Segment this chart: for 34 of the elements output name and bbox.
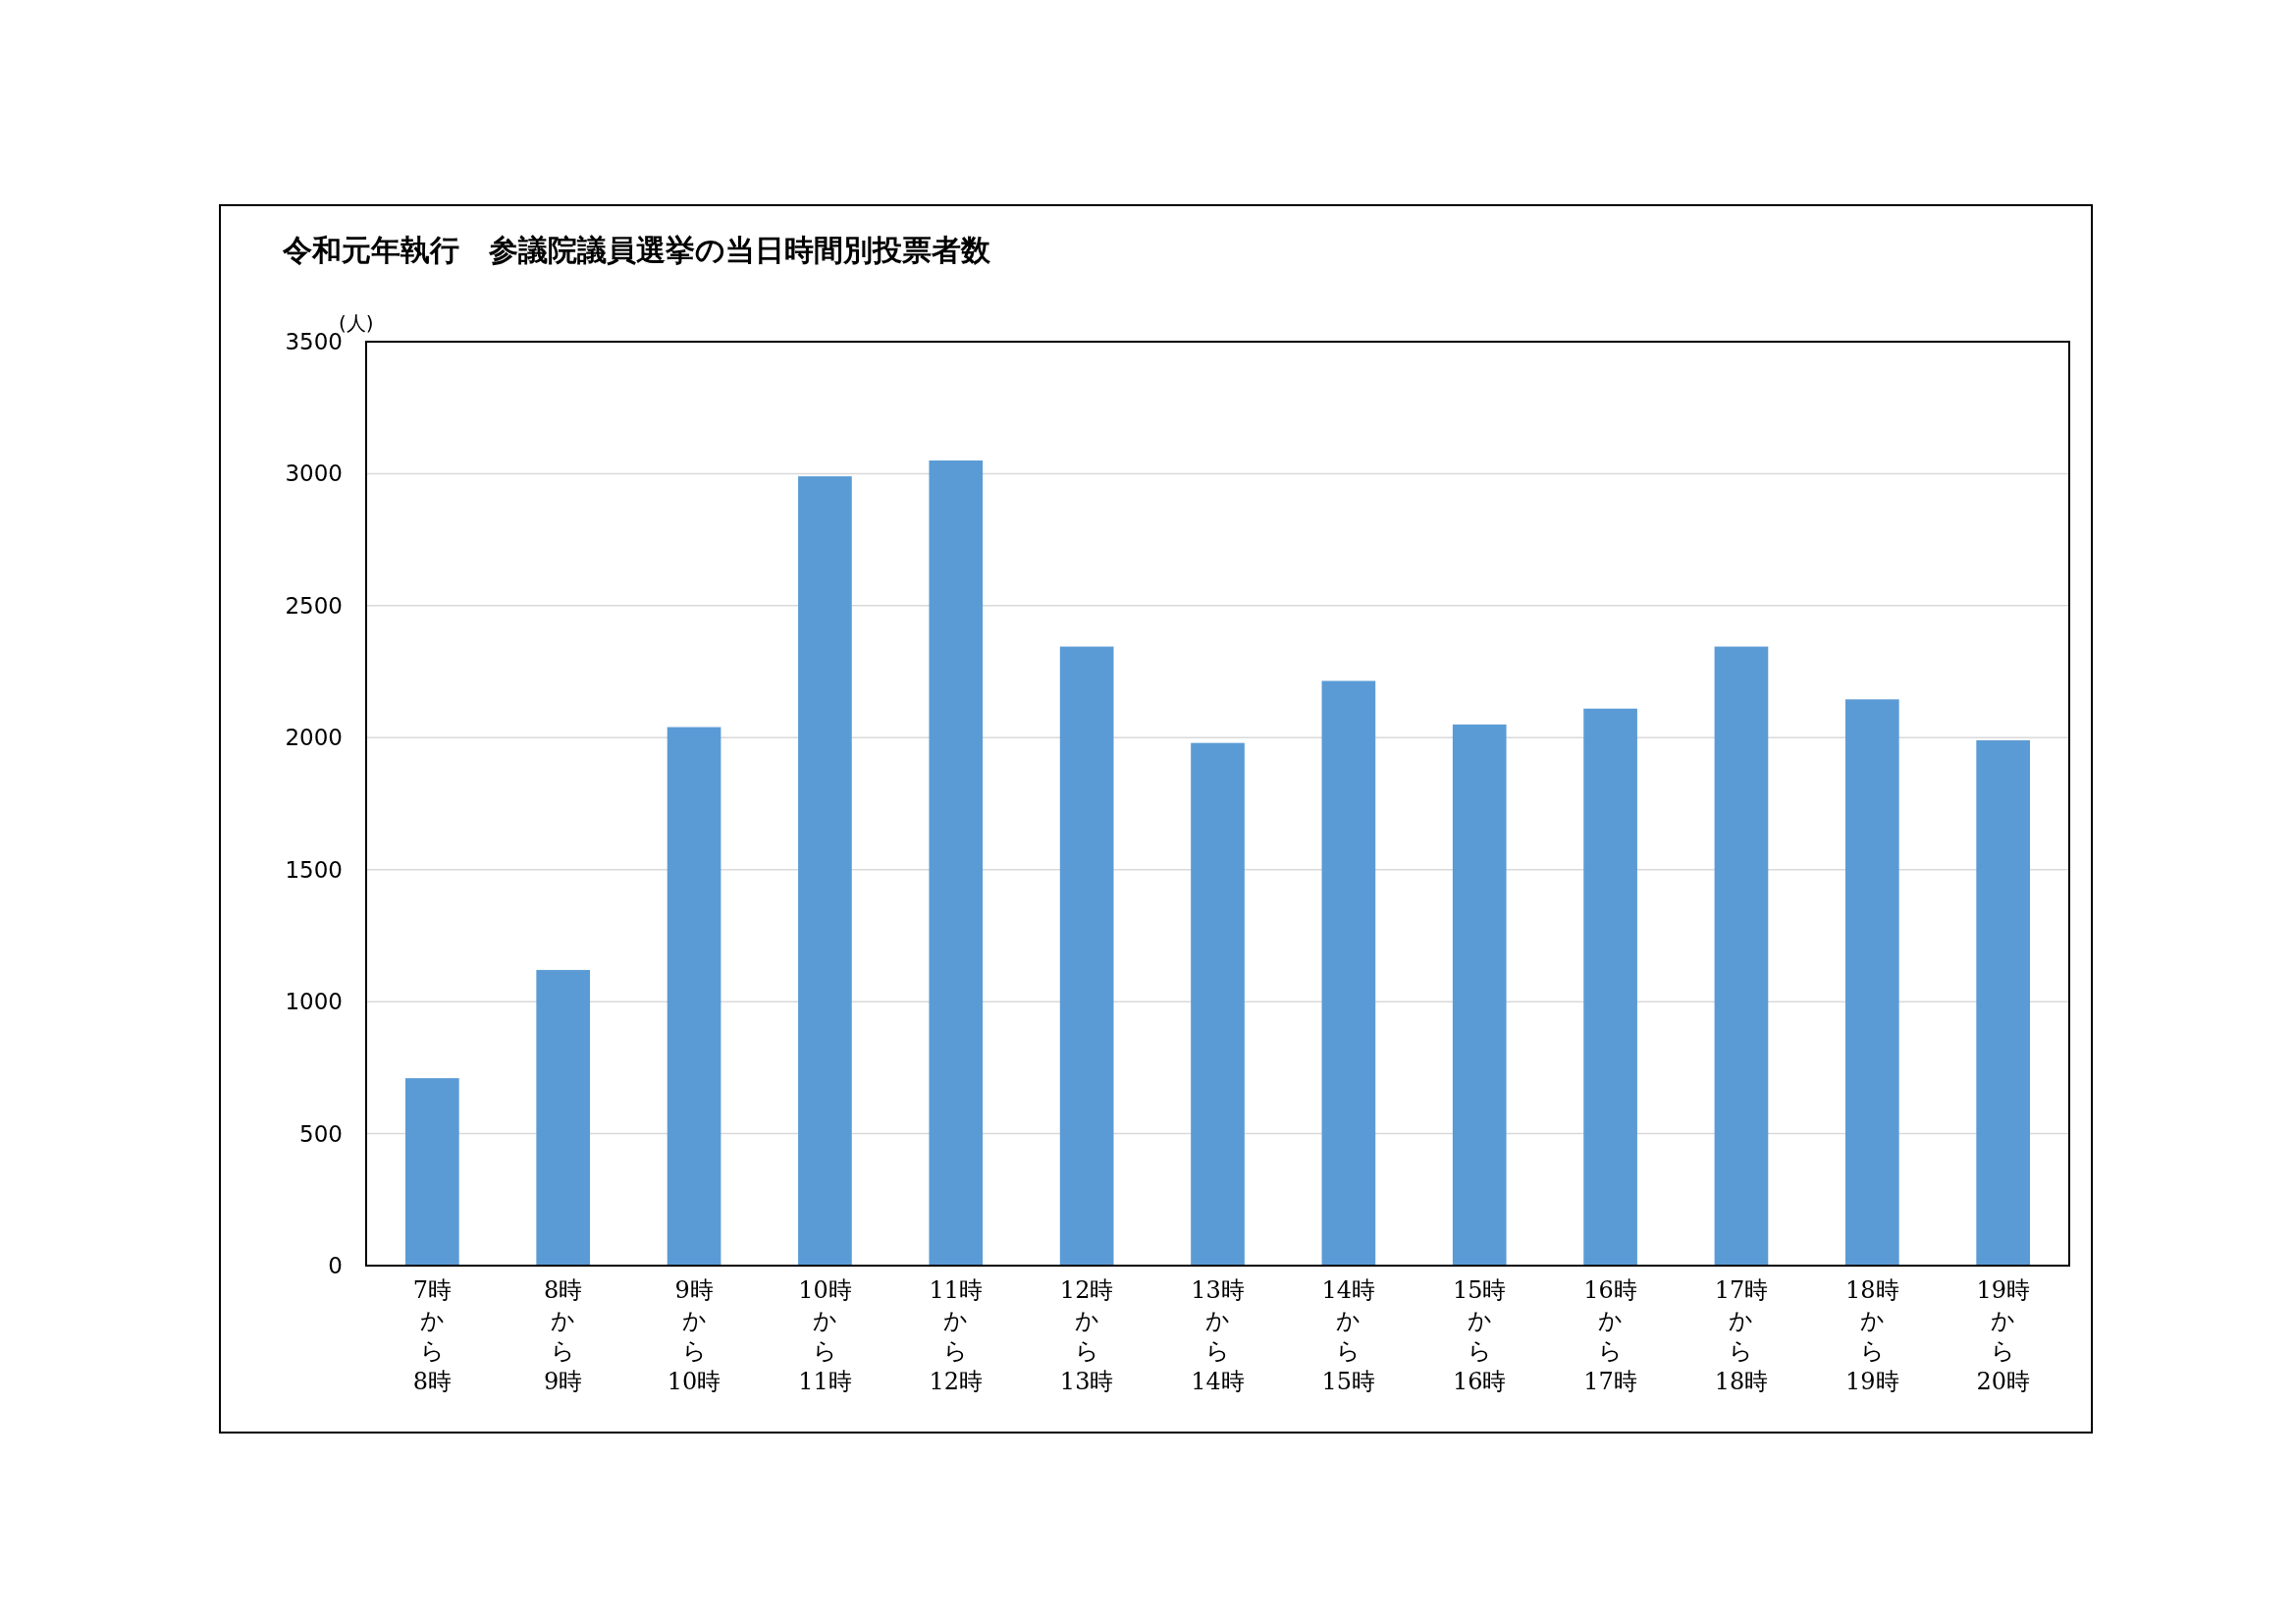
- x-tick-label: 7時から8時: [412, 1276, 452, 1395]
- bar: [1976, 739, 2030, 1266]
- x-tick-label: 14時から15時: [1321, 1276, 1376, 1395]
- x-tick-label: 16時から17時: [1583, 1276, 1637, 1395]
- bar: [667, 727, 721, 1266]
- x-tick-label: 13時から14時: [1191, 1276, 1245, 1395]
- y-tick-label: 2000: [285, 725, 343, 751]
- y-tick-label: 1500: [285, 856, 343, 883]
- x-tick-label: 10時から11時: [798, 1276, 852, 1395]
- y-tick-label: 3000: [285, 460, 343, 487]
- x-tick-label: 17時から18時: [1714, 1276, 1769, 1395]
- x-tick-label: 12時から13時: [1059, 1276, 1114, 1395]
- y-tick-label: 2500: [285, 592, 343, 619]
- x-tick-label: 9時から10時: [667, 1276, 721, 1395]
- bar: [405, 1078, 459, 1266]
- bar: [1452, 724, 1507, 1266]
- x-tick-label: 18時から19時: [1845, 1276, 1899, 1395]
- bar: [1844, 699, 1899, 1266]
- y-tick-label: 0: [328, 1253, 343, 1279]
- x-tick-label: 8時から9時: [544, 1276, 583, 1395]
- y-tick-label: 1000: [285, 989, 343, 1015]
- chart-title: 令和元年執行 参議院議員選挙の当日時間別投票者数: [282, 233, 991, 267]
- x-tick-label: 15時から16時: [1452, 1276, 1507, 1395]
- bar: [798, 476, 852, 1266]
- x-tick-label: 11時から12時: [929, 1276, 984, 1395]
- bar: [1059, 646, 1114, 1266]
- bar: [536, 969, 591, 1266]
- x-tick-label: 19時から20時: [1976, 1276, 2030, 1395]
- bar: [1321, 680, 1376, 1266]
- bar: [1583, 708, 1637, 1266]
- bar: [929, 460, 984, 1266]
- y-tick-label: 500: [299, 1120, 343, 1147]
- bar: [1191, 742, 1245, 1266]
- bar: [1714, 646, 1769, 1266]
